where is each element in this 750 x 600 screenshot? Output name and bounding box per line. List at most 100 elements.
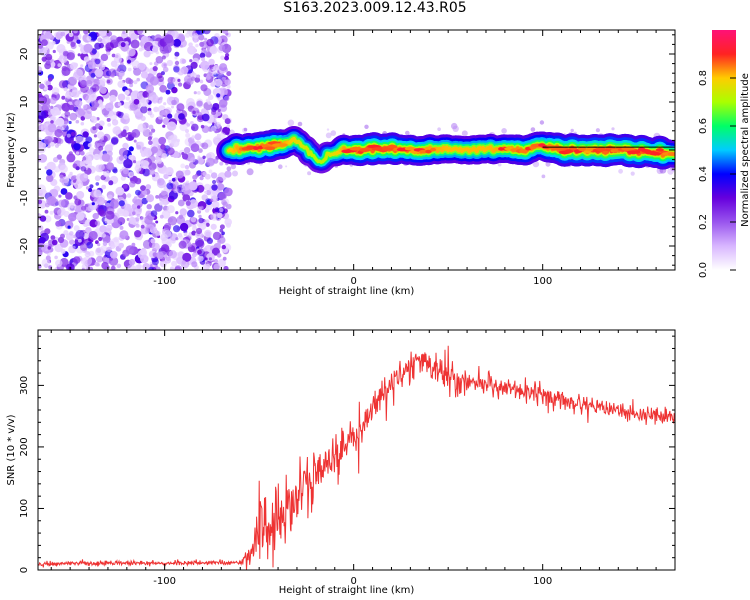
noise-cell xyxy=(126,59,132,64)
noise-cell xyxy=(148,162,157,171)
noise-cell xyxy=(185,200,191,206)
noise-cell xyxy=(141,197,148,205)
noise-cell xyxy=(122,113,130,120)
noise-cell xyxy=(201,57,206,62)
noise-cell xyxy=(60,188,68,195)
noise-cell xyxy=(97,208,105,216)
snr-y-axis-label: SNR (10 * v/v) xyxy=(6,414,17,485)
noise-cell xyxy=(107,123,112,127)
noise-cell xyxy=(54,129,63,138)
noise-cell xyxy=(156,266,161,270)
noise-cell xyxy=(55,117,65,127)
noise-cell xyxy=(118,70,126,78)
noise-cell xyxy=(180,163,186,169)
noise-cell xyxy=(163,45,172,54)
noise-cell xyxy=(94,220,101,226)
noise-cell xyxy=(153,106,159,113)
noise-cell xyxy=(192,110,196,115)
spec-y-tick-label: -20 xyxy=(19,238,30,254)
ridge-halo xyxy=(246,168,254,176)
noise-cell xyxy=(70,131,76,137)
noise-cell xyxy=(66,263,75,270)
noise-cell xyxy=(132,198,138,204)
noise-cell xyxy=(55,143,59,148)
noise-cell xyxy=(177,233,183,238)
noise-cell xyxy=(105,42,115,51)
ridge-peak xyxy=(655,148,664,152)
spec-x-axis-label: Height of straight line (km) xyxy=(279,286,415,297)
ridge-halo xyxy=(545,161,551,167)
noise-cell xyxy=(285,165,288,168)
noise-cell xyxy=(216,176,224,184)
noise-cell xyxy=(214,78,223,87)
snr-y-tick-label: 100 xyxy=(19,499,30,518)
noise-cell xyxy=(216,253,222,258)
noise-cell xyxy=(199,41,205,47)
noise-cell xyxy=(169,266,175,270)
noise-cell xyxy=(222,201,228,207)
ridge-peak xyxy=(430,147,437,152)
noise-cell xyxy=(38,199,43,205)
noise-cell xyxy=(181,58,187,64)
noise-cell xyxy=(171,99,177,106)
noise-cell xyxy=(156,251,164,260)
noise-cell xyxy=(93,134,97,138)
noise-cell xyxy=(70,140,75,144)
colorbar-tick-label: 0.0 xyxy=(698,262,709,278)
noise-cell xyxy=(39,83,45,90)
noise-cell xyxy=(61,102,71,112)
noise-cell xyxy=(196,74,201,79)
noise-cell xyxy=(83,106,87,110)
noise-cell xyxy=(123,101,131,109)
noise-cell xyxy=(175,211,179,215)
noise-cell xyxy=(145,210,151,216)
noise-cell xyxy=(190,121,194,125)
noise-cell xyxy=(94,68,104,78)
noise-cell xyxy=(211,109,217,115)
noise-cell xyxy=(90,126,98,134)
noise-cell xyxy=(118,75,123,80)
noise-cell xyxy=(198,217,204,224)
noise-cell xyxy=(66,153,76,163)
noise-cell xyxy=(137,236,142,241)
noise-cell xyxy=(204,183,211,191)
noise-cell xyxy=(178,113,185,120)
noise-cell xyxy=(200,205,204,209)
noise-cell xyxy=(187,209,195,218)
noise-cell xyxy=(46,169,53,176)
ridge-halo xyxy=(501,128,507,134)
noise-cell xyxy=(44,126,49,131)
noise-cell xyxy=(69,171,73,176)
noise-cell xyxy=(205,263,211,269)
ridge-peak xyxy=(564,149,574,153)
noise-cell xyxy=(177,78,181,82)
spec-y-tick-label: -10 xyxy=(19,190,30,206)
noise-cell xyxy=(97,37,103,43)
noise-cell xyxy=(135,264,141,270)
colorbar-tick-label: 0.8 xyxy=(698,70,709,86)
noise-cell xyxy=(57,63,62,67)
noise-cell xyxy=(94,175,101,182)
noise-cell xyxy=(106,51,111,56)
noise-cell xyxy=(218,44,226,52)
noise-cell xyxy=(38,47,48,56)
noise-cell xyxy=(114,53,121,59)
noise-cell xyxy=(178,240,187,249)
noise-cell xyxy=(45,255,51,261)
noise-cell xyxy=(80,121,85,126)
noise-cell xyxy=(170,238,176,244)
noise-cell xyxy=(175,170,184,179)
noise-cell xyxy=(47,84,53,91)
noise-cell xyxy=(125,96,130,101)
noise-cell xyxy=(110,60,118,68)
noise-cell xyxy=(86,241,94,249)
noise-cell xyxy=(173,225,181,233)
noise-cell xyxy=(213,263,221,270)
noise-cell xyxy=(204,208,210,213)
noise-cell xyxy=(159,201,164,206)
ridge-peak xyxy=(349,147,363,151)
noise-cell xyxy=(155,195,160,199)
noise-cell xyxy=(106,162,114,171)
noise-cell xyxy=(41,39,48,46)
